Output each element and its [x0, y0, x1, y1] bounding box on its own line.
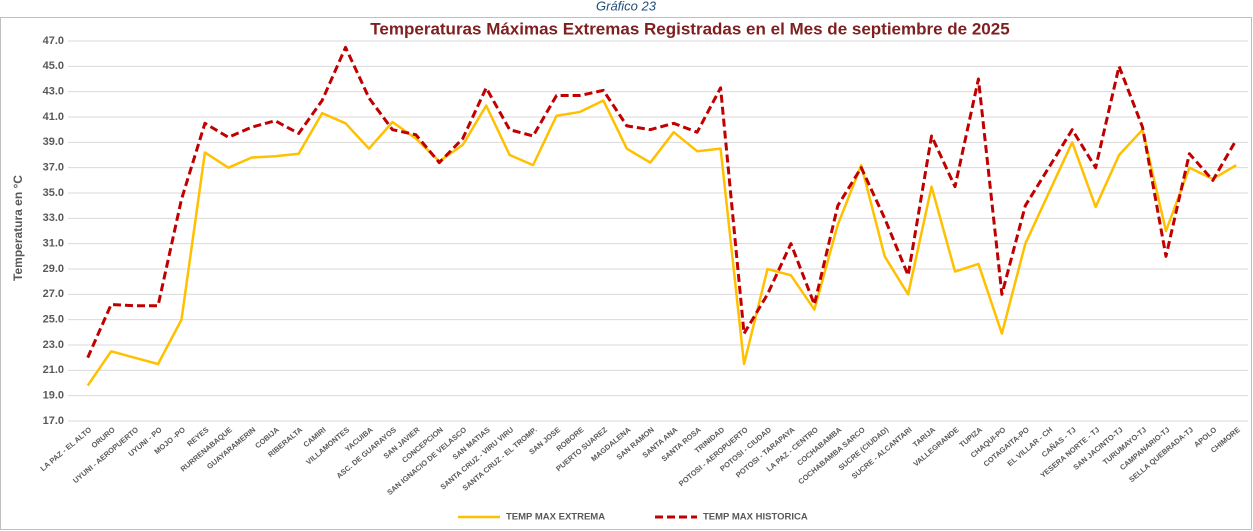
y-tick-label: 39.0	[43, 136, 64, 148]
y-tick-label: 35.0	[43, 187, 64, 199]
y-tick-label: 19.0	[43, 390, 64, 402]
y-tick-label: 45.0	[43, 60, 64, 72]
y-tick-label: 43.0	[43, 86, 64, 98]
y-axis-label: Temperatura en °C	[11, 175, 25, 281]
y-tick-label: 21.0	[43, 364, 64, 376]
y-tick-label: 25.0	[43, 314, 64, 326]
series-line	[86, 99, 1237, 387]
y-tick-label: 37.0	[43, 162, 64, 174]
legend-label: TEMP MAX EXTREMA	[506, 512, 605, 523]
y-tick-label: 29.0	[43, 263, 64, 275]
y-tick-label: 17.0	[43, 415, 64, 427]
chart-title: Temperaturas Máximas Extremas Registrada…	[370, 19, 1009, 38]
y-tick-label: 31.0	[43, 238, 64, 250]
y-tick-label: 33.0	[43, 212, 64, 224]
chart-caption: Gráfico 23	[596, 0, 657, 13]
y-tick-label: 23.0	[43, 339, 64, 351]
y-tick-label: 41.0	[43, 111, 64, 123]
chart-border	[0, 17, 1252, 530]
y-tick-label: 47.0	[43, 35, 64, 47]
series-line	[86, 45, 1238, 359]
y-tick-label: 27.0	[43, 288, 64, 300]
legend-label: TEMP MAX HISTORICA	[703, 512, 808, 523]
